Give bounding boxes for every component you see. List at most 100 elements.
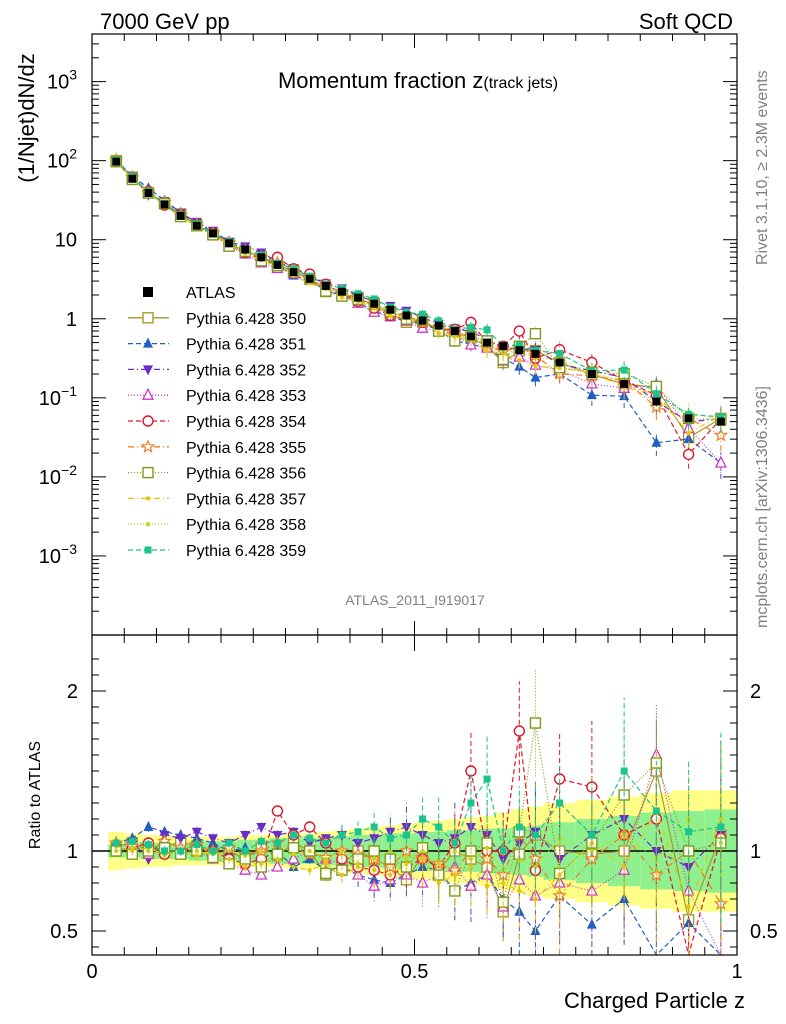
ratio-series-point: [259, 861, 264, 866]
legend-entry-1: Pythia 6.428 350: [128, 311, 306, 328]
ratio-y-tick-label-right: 2: [750, 681, 761, 703]
ratio-series-point: [531, 831, 539, 839]
ratio-series-point: [718, 840, 724, 846]
ratio-series-point: [452, 848, 458, 854]
ratio-series-point: [144, 841, 152, 849]
main-y-tick-label: 102: [47, 146, 77, 173]
atlas-point: [305, 274, 314, 283]
legend-marker: [142, 466, 154, 479]
ratio-plot-panel: 2 2 1 1 0.5 0.5 0 0.5 1 Ratio to ATLAS Charged …: [27, 634, 778, 1013]
ratio-y-tick-label-right: 0.5: [750, 921, 778, 943]
ratio-series-point: [271, 805, 284, 817]
ratio-series-point: [273, 839, 281, 847]
ratio-series-point: [241, 847, 249, 855]
atlas-point: [418, 316, 427, 325]
atlas-point: [112, 157, 121, 166]
main-series-point: [483, 326, 491, 334]
ratio-series-point: [259, 848, 264, 854]
main-y-tick-exponent: −3: [61, 541, 77, 557]
legend-entry-3: Pythia 6.428 352: [128, 362, 306, 379]
main-y-tick-mantissa: 10: [39, 388, 61, 410]
legend-marker: [144, 546, 152, 554]
ratio-series-point: [652, 807, 660, 815]
main-series-point: [484, 348, 490, 354]
ratio-series-point: [533, 864, 538, 870]
main-series-point: [370, 295, 378, 303]
legend-entry-10: Pythia 6.428 359: [128, 543, 306, 560]
ratio-series-point: [533, 896, 538, 902]
main-y-tick-label: 10−3: [39, 541, 77, 568]
main-series-point: [714, 455, 727, 468]
atlas-point: [337, 287, 346, 296]
ratio-series-point: [685, 828, 693, 836]
ratio-series-point: [513, 725, 526, 737]
legend-label: Pythia 6.428 355: [186, 440, 306, 457]
atlas-point: [450, 327, 459, 336]
main-y-tick-mantissa: 10: [39, 467, 61, 489]
main-title-text: Momentum fraction z: [278, 68, 483, 93]
ratio-series-point: [112, 839, 120, 847]
ratio-series-point: [589, 840, 595, 846]
main-series-1: [110, 154, 727, 453]
legend-label: Pythia 6.428 353: [186, 388, 306, 405]
ratio-series-point: [435, 823, 443, 831]
legend-marker: [145, 496, 151, 501]
atlas-point: [531, 349, 540, 358]
main-series-point: [651, 436, 662, 447]
atlas-point: [273, 260, 282, 269]
ratio-series-point: [226, 856, 232, 862]
ratio-series-point: [515, 823, 523, 831]
legend-entry-6: Pythia 6.428 355: [128, 439, 306, 457]
main-series-line: [115, 161, 722, 456]
legend-label: Pythia 6.428 358: [186, 517, 306, 534]
ratio-series-point: [225, 839, 233, 847]
ratio-series-point: [323, 861, 329, 866]
ratio-series-point: [257, 837, 265, 845]
main-series-point: [686, 430, 691, 436]
ratio-series-point: [291, 852, 296, 857]
ratio-series-point: [433, 839, 444, 849]
atlas-point: [684, 414, 693, 423]
ratio-series-point: [242, 864, 248, 870]
ratio-series-point: [175, 834, 186, 845]
atlas-point: [716, 417, 725, 426]
ratio-series-point: [322, 839, 330, 847]
atlas-point: [587, 370, 596, 379]
ratio-series-point: [113, 848, 119, 854]
ratio-series-point: [468, 864, 474, 870]
legend-marker: [141, 387, 155, 400]
atlas-point: [208, 229, 217, 238]
main-series-point: [435, 317, 443, 325]
legend-entry-5: Pythia 6.428 354: [128, 414, 306, 431]
ratio-series-point: [130, 845, 135, 850]
legend: ATLAS Pythia 6.428 350 Pythia 6.428 351 Pyt…: [128, 285, 306, 560]
ratio-series-point: [388, 872, 393, 878]
legend-label: Pythia 6.428 352: [186, 362, 306, 379]
atlas-point: [257, 253, 266, 262]
ratio-series-point: [177, 847, 185, 855]
ratio-series-point: [620, 767, 628, 775]
ratio-series-point: [191, 827, 202, 838]
main-series-point: [388, 313, 393, 318]
ratio-series-point: [355, 861, 361, 866]
ratio-series-point: [146, 848, 151, 854]
ratio-y-tick-label-right: 1: [750, 841, 761, 863]
ratio-y-tick-label: 1: [67, 841, 78, 863]
main-title-sub: (track jets): [483, 75, 558, 92]
header-left: 7000 GeV pp: [100, 9, 230, 34]
legend-entry-8: Pythia 6.428 357: [128, 491, 306, 508]
ratio-series-point: [371, 868, 377, 873]
legend-label: Pythia 6.428 357: [186, 491, 306, 508]
ratio-series-line: [115, 818, 722, 868]
legend-label: Pythia 6.428 354: [186, 414, 306, 431]
ratio-series-point: [383, 859, 398, 874]
legend-label: Pythia 6.428 351: [186, 337, 306, 354]
main-y-tick-mantissa: 10: [47, 72, 69, 94]
ratio-series-point: [436, 880, 441, 886]
legend-label: Pythia 6.428 356: [186, 466, 306, 483]
ratio-series-point: [452, 872, 458, 878]
main-series-point: [557, 365, 562, 371]
atlas-point: [386, 305, 395, 314]
main-y-tick-label: 10: [55, 230, 77, 252]
